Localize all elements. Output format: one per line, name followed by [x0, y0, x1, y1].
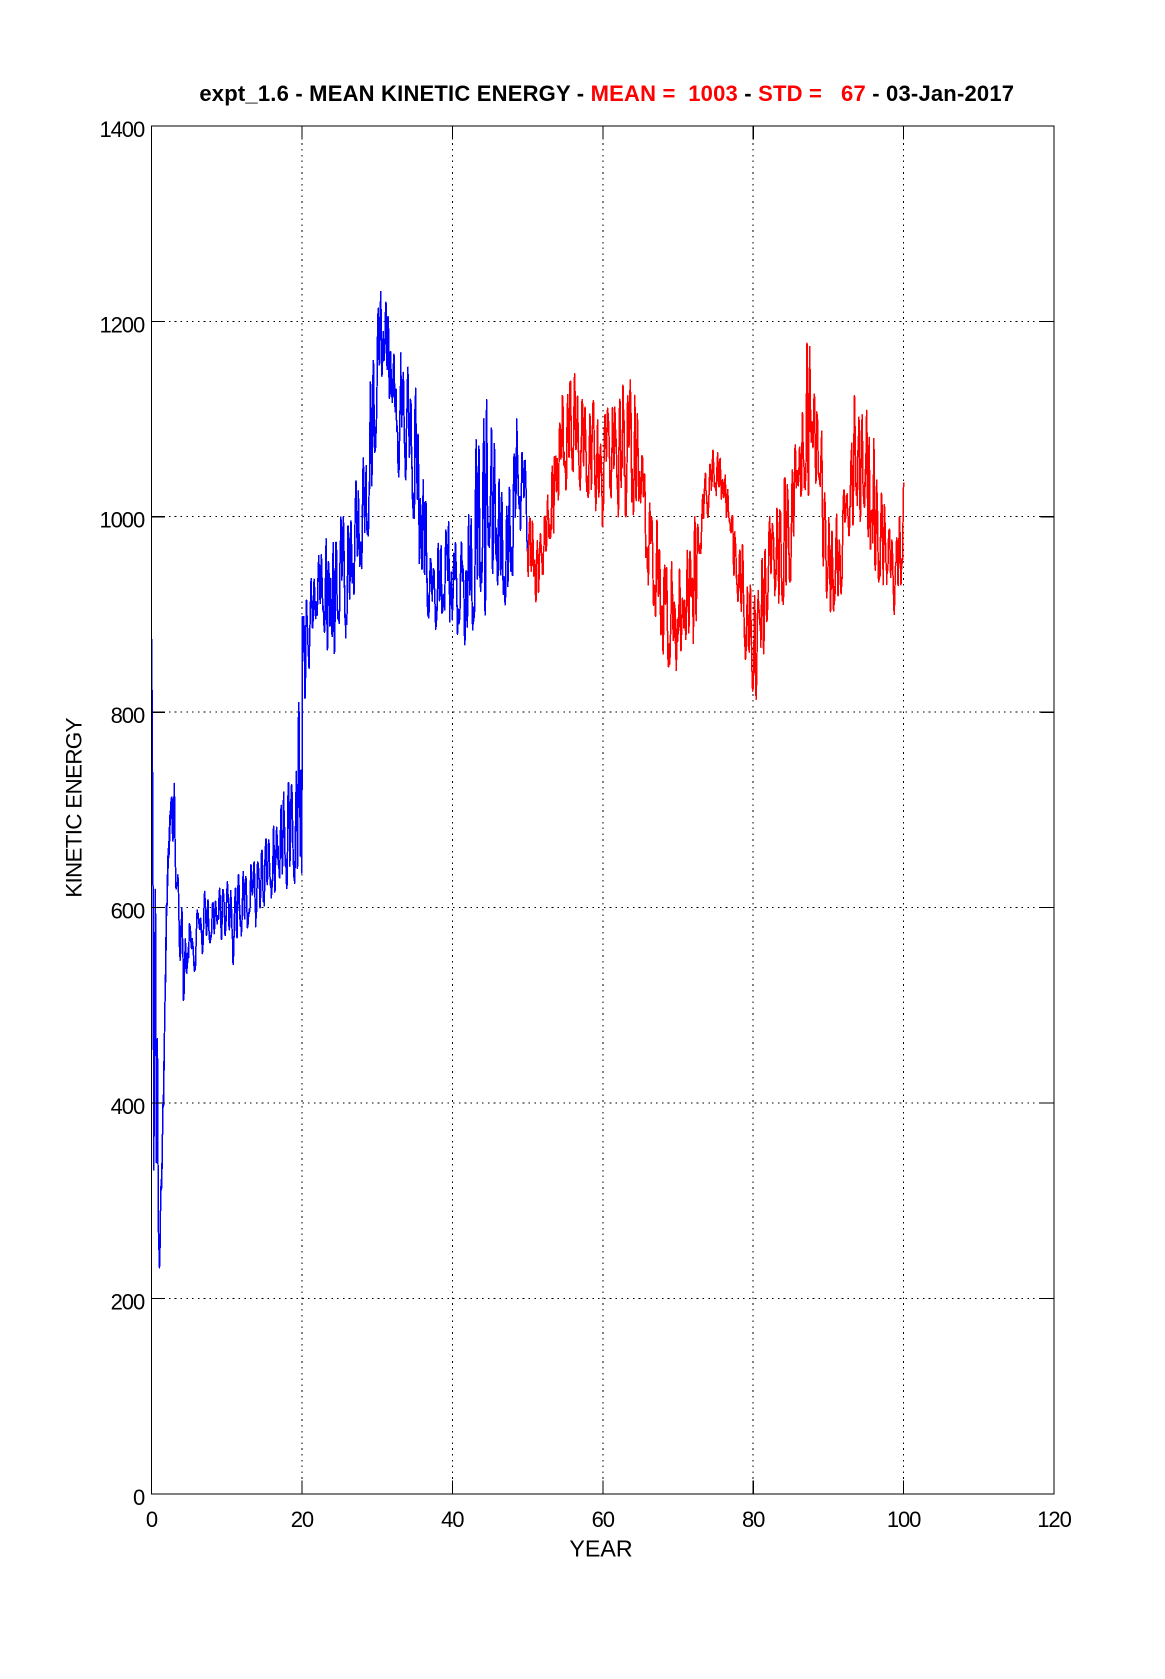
svg-text:800: 800 — [111, 703, 145, 728]
svg-text:1000: 1000 — [99, 508, 145, 533]
svg-text:40: 40 — [441, 1507, 464, 1532]
svg-text:400: 400 — [111, 1094, 145, 1119]
svg-text:KINETIC ENERGY: KINETIC ENERGY — [62, 717, 87, 897]
svg-text:0: 0 — [146, 1507, 158, 1532]
svg-text:20: 20 — [291, 1507, 314, 1532]
svg-text:60: 60 — [592, 1507, 615, 1532]
svg-text:0: 0 — [133, 1485, 145, 1510]
svg-text:1200: 1200 — [99, 312, 145, 337]
svg-text:1400: 1400 — [99, 117, 145, 142]
svg-text:100: 100 — [887, 1507, 921, 1532]
svg-text:120: 120 — [1037, 1507, 1071, 1532]
svg-text:expt_1.6 - MEAN KINETIC ENERGY: expt_1.6 - MEAN KINETIC ENERGY - MEAN = … — [199, 81, 1014, 106]
svg-text:200: 200 — [111, 1290, 145, 1315]
svg-text:80: 80 — [742, 1507, 765, 1532]
svg-text:600: 600 — [111, 899, 145, 924]
svg-text:YEAR: YEAR — [569, 1536, 632, 1562]
